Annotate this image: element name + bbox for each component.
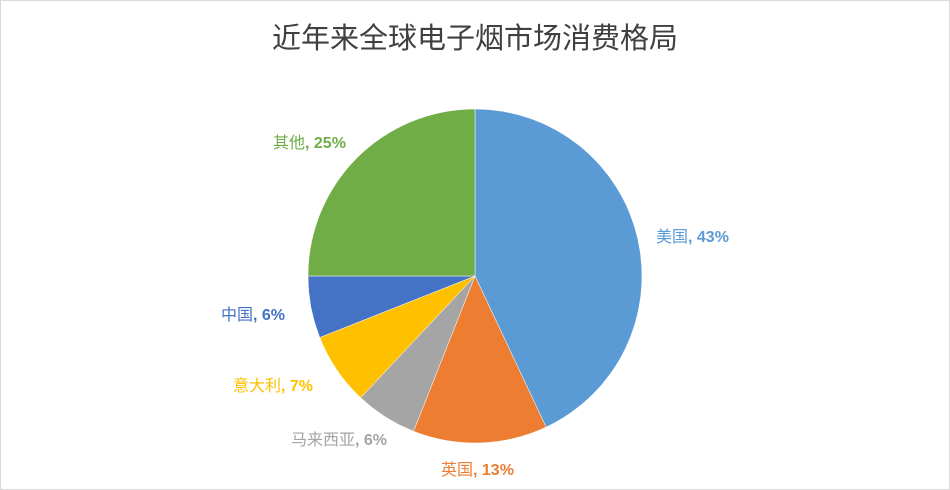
data-label: 其他, 25% [273, 129, 346, 153]
data-label-value: , 13% [473, 462, 514, 479]
pie-slice-5 [307, 108, 476, 277]
data-label: 意大利, 7% [233, 372, 313, 396]
data-label-name: 美国 [656, 227, 689, 246]
data-label-value: , 25% [305, 135, 346, 152]
data-label: 马来西亚, 6% [291, 426, 387, 450]
data-label-value: , 43% [688, 229, 729, 246]
data-label: 英国, 13% [441, 456, 514, 480]
data-label-value: , 7% [281, 378, 314, 395]
pie-slice-0 [474, 108, 643, 428]
data-label-name: 马来西亚 [291, 430, 356, 449]
data-label-value: , 6% [253, 307, 286, 324]
data-label-value: , 6% [355, 432, 388, 449]
chart-title: 近年来全球电子烟市场消费格局 [271, 21, 678, 55]
data-label: 美国, 43% [656, 223, 729, 247]
data-label-name: 中国 [221, 305, 254, 324]
data-label-name: 意大利 [233, 376, 282, 395]
data-label-name: 英国 [441, 460, 474, 479]
data-label-name: 其他 [273, 133, 306, 152]
pie-slice-1 [413, 275, 547, 444]
data-label: 中国, 6% [221, 301, 285, 325]
